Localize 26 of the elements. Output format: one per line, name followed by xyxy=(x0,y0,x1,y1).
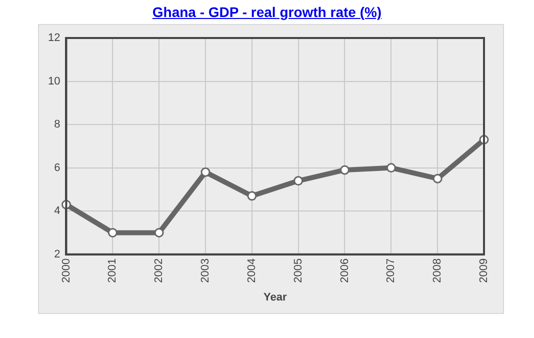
point xyxy=(340,165,350,175)
y-tick-label: 6 xyxy=(54,162,60,174)
y-tick-label: 12 xyxy=(48,32,60,44)
x-tick-label: 2000 xyxy=(60,258,72,283)
y-tick-label: 2 xyxy=(54,248,60,260)
x-tick-label: 2007 xyxy=(385,258,398,283)
x-tick-label: 2002 xyxy=(153,258,166,283)
x-axis-title: Year xyxy=(263,291,288,304)
point xyxy=(386,163,396,173)
x-tick-label: 2003 xyxy=(200,258,212,283)
point xyxy=(247,191,257,201)
chart-title: Ghana - GDP - real growth rate (%) xyxy=(151,4,383,20)
x-tick-label: 2001 xyxy=(106,258,119,283)
point xyxy=(108,228,118,238)
y-tick-label: 8 xyxy=(54,118,60,131)
x-tick-label: 2005 xyxy=(292,258,304,283)
point xyxy=(432,174,442,184)
x-tick-label: 2006 xyxy=(338,258,351,283)
y-tick-label: 4 xyxy=(54,205,60,218)
x-tick-label: 2004 xyxy=(246,258,258,283)
point xyxy=(294,176,304,186)
point xyxy=(200,167,210,177)
x-tick-label: 2008 xyxy=(432,258,444,283)
y-tick-label: 10 xyxy=(48,75,60,88)
point xyxy=(154,228,164,238)
x-tick-label: 2009 xyxy=(478,258,490,283)
